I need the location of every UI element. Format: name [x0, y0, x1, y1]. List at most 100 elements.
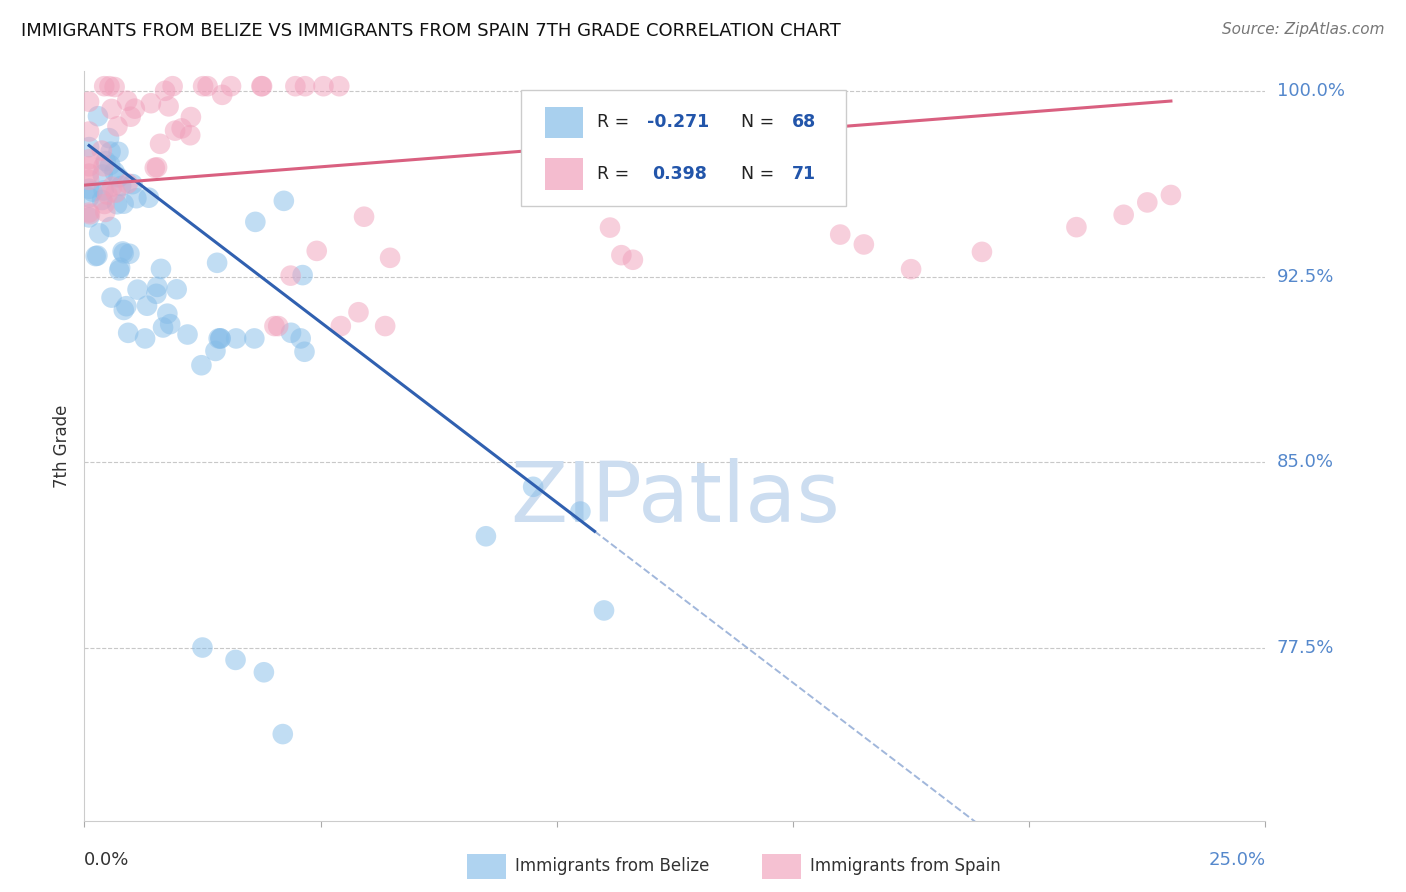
Text: 68: 68	[792, 113, 815, 131]
Point	[93, 79, 115, 94]
Point	[1136, 195, 1159, 210]
Point	[143, 161, 166, 175]
Text: R =: R =	[598, 113, 634, 131]
Point	[96, 187, 118, 202]
Point	[253, 665, 276, 680]
Point	[179, 128, 201, 143]
Point	[157, 99, 180, 113]
Point	[110, 178, 132, 193]
Point	[900, 262, 922, 277]
FancyBboxPatch shape	[546, 106, 582, 138]
Point	[786, 165, 808, 179]
Point	[830, 227, 852, 242]
Point	[107, 145, 129, 159]
Point	[610, 248, 633, 262]
Point	[149, 261, 172, 276]
Text: 25.0%: 25.0%	[1208, 851, 1265, 869]
Point	[267, 319, 290, 334]
Point	[136, 299, 159, 313]
Point	[104, 186, 127, 200]
Point	[112, 302, 135, 317]
Point	[209, 331, 232, 345]
Point	[522, 480, 544, 494]
Point	[593, 603, 616, 617]
Text: ZIPatlas: ZIPatlas	[510, 458, 839, 539]
Point	[112, 196, 135, 211]
Point	[714, 181, 737, 195]
Point	[100, 220, 122, 235]
FancyBboxPatch shape	[546, 158, 582, 190]
Text: N =: N =	[730, 113, 780, 131]
Point	[312, 79, 335, 94]
Point	[374, 319, 396, 334]
Point	[105, 197, 128, 211]
Point	[290, 331, 312, 345]
Point	[250, 79, 273, 94]
Point	[93, 184, 115, 198]
Point	[77, 153, 100, 167]
Point	[82, 185, 104, 199]
Point	[166, 282, 188, 296]
Point	[79, 207, 101, 221]
FancyBboxPatch shape	[522, 90, 846, 206]
Point	[86, 249, 108, 263]
Point	[77, 205, 100, 219]
Text: 0.0%: 0.0%	[84, 851, 129, 869]
Point	[139, 96, 162, 111]
Point	[271, 727, 294, 741]
Point	[100, 145, 122, 159]
Point	[124, 102, 146, 116]
Text: Immigrants from Spain: Immigrants from Spain	[810, 857, 1001, 875]
Point	[134, 331, 156, 345]
Point	[225, 331, 247, 345]
Point	[176, 327, 198, 342]
Point	[146, 280, 169, 294]
Text: Source: ZipAtlas.com: Source: ZipAtlas.com	[1222, 22, 1385, 37]
Point	[121, 177, 143, 191]
Point	[91, 193, 114, 207]
Point	[112, 246, 135, 260]
Point	[89, 227, 111, 241]
Point	[146, 161, 169, 175]
Point	[98, 79, 121, 94]
Point	[190, 358, 212, 372]
Text: 100.0%: 100.0%	[1277, 82, 1344, 100]
Point	[626, 121, 648, 136]
Point	[115, 299, 138, 313]
Point	[280, 268, 302, 283]
Point	[204, 343, 226, 358]
Point	[209, 331, 232, 345]
Point	[569, 504, 592, 518]
Point	[93, 159, 115, 173]
Point	[263, 319, 285, 334]
Point	[93, 197, 115, 211]
Point	[245, 215, 267, 229]
Point	[353, 210, 375, 224]
Point	[191, 79, 214, 94]
Point	[77, 167, 100, 181]
Point	[243, 331, 266, 345]
Text: 92.5%: 92.5%	[1277, 268, 1334, 285]
Point	[162, 79, 184, 94]
Point	[783, 148, 806, 162]
Point	[108, 263, 131, 277]
Text: N =: N =	[730, 165, 780, 183]
Point	[90, 144, 112, 158]
Point	[152, 320, 174, 334]
Point	[250, 79, 273, 94]
Point	[101, 179, 124, 194]
Point	[328, 79, 350, 94]
Text: R =: R =	[598, 165, 640, 183]
Point	[280, 326, 302, 340]
Point	[104, 80, 127, 95]
Point	[77, 124, 100, 138]
Point	[284, 79, 307, 94]
Point	[98, 131, 121, 145]
Point	[118, 246, 141, 260]
Point	[225, 653, 247, 667]
Point	[852, 237, 875, 252]
Text: -0.271: -0.271	[647, 113, 709, 131]
Point	[599, 220, 621, 235]
Point	[91, 168, 114, 182]
Point	[180, 110, 202, 124]
